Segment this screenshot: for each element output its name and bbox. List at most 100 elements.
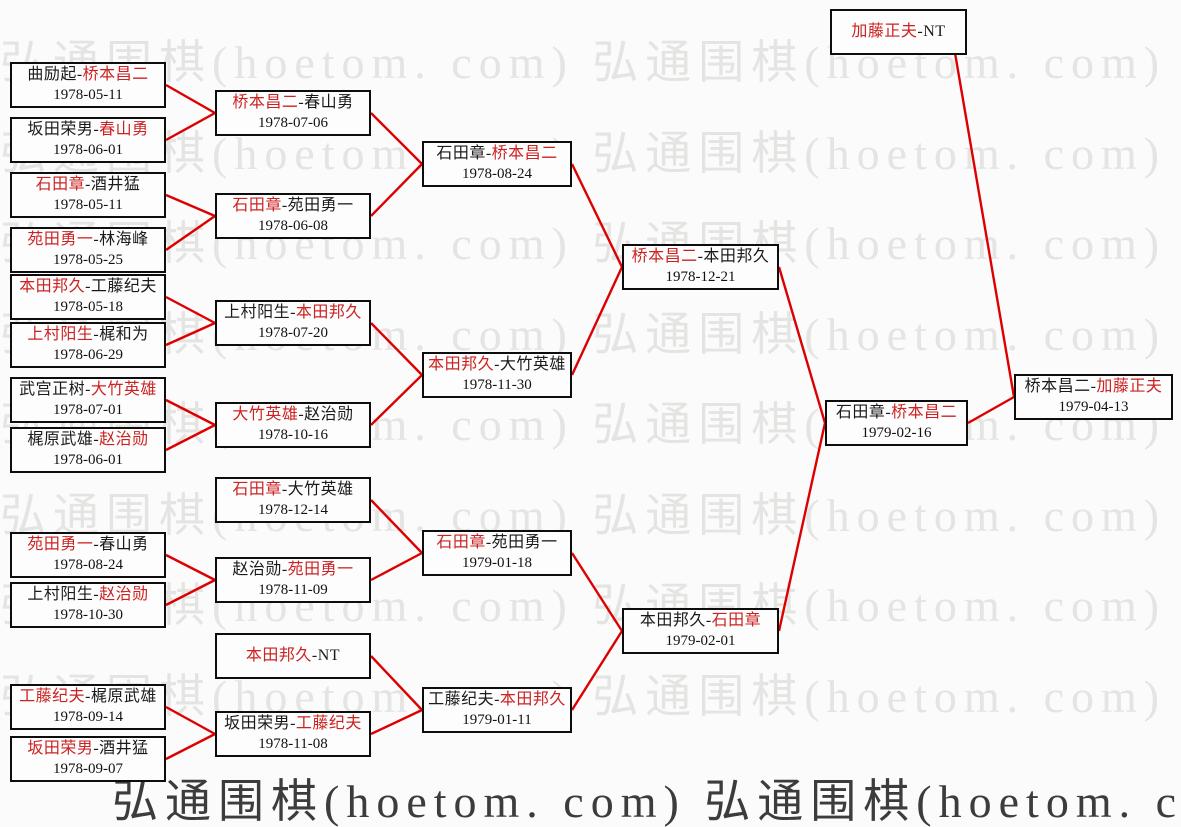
player-2: 春山勇 xyxy=(99,535,149,553)
player-1: 苑田勇一 xyxy=(27,230,94,248)
connector-line xyxy=(370,374,423,426)
match-date: 1979-04-13 xyxy=(1058,398,1129,415)
match-players: 本田邦久-工藤纪夫 xyxy=(12,277,164,298)
player-2: 春山勇 xyxy=(304,93,354,111)
player-1: 石田章 xyxy=(232,196,282,214)
match-date: 1978-11-09 xyxy=(258,581,328,598)
match-players: 本田邦久-石田章 xyxy=(624,611,777,632)
match-date: 1978-06-01 xyxy=(53,141,123,158)
connector-line xyxy=(165,83,216,115)
vs-dash: - xyxy=(85,380,91,398)
watermark-row: 弘通围棋(hoetom. com) 弘通围棋(hoetom. com) xyxy=(0,399,1167,450)
match-date: 1979-02-01 xyxy=(665,632,736,649)
vs-dash: - xyxy=(93,535,100,553)
player-1: 加藤正夫 xyxy=(851,22,918,40)
player-1: 石田章 xyxy=(436,533,486,551)
match-box-c1: 本田邦久-大竹英雄 1978-11-30 xyxy=(422,352,572,398)
player-2: 工藤纪夫 xyxy=(295,714,362,732)
match-date: 1978-07-20 xyxy=(258,324,328,341)
match-date: 1979-01-11 xyxy=(462,711,532,728)
connector-line xyxy=(370,163,423,217)
match-date: 1978-09-07 xyxy=(53,760,123,777)
match-players: 赵治勋-苑田勇一 xyxy=(217,560,369,581)
player-1: 桥本昌二 xyxy=(232,93,299,111)
vs-dash: - xyxy=(494,355,500,373)
connector-line xyxy=(165,398,216,427)
player-1: 工藤纪夫 xyxy=(428,690,495,708)
player-1: 大竹英雄 xyxy=(232,405,299,423)
player-2: 本田邦久 xyxy=(295,303,362,321)
match-box-m8: 苑田勇一-春山勇 1978-08-24 xyxy=(10,532,166,578)
match-box-m9: 上村阳生-赵治勋 1978-10-30 xyxy=(10,582,166,628)
vs-dash: - xyxy=(1090,377,1097,395)
match-box-b4: 石田章-大竹英雄 1978-12-14 xyxy=(215,477,371,523)
player-1: 工藤纪夫 xyxy=(19,687,86,705)
connector-line xyxy=(165,578,216,607)
player-2: 桥本昌二 xyxy=(891,403,958,421)
match-box-d0: 桥本昌二-本田邦久 1978-12-21 xyxy=(622,244,779,290)
connector-line xyxy=(370,112,423,165)
match-players: 武宫正树-大竹英雄 xyxy=(12,380,164,401)
player-2: 苑田勇一 xyxy=(287,196,354,214)
vs-dash: - xyxy=(885,403,892,421)
match-players: 加藤正夫-NT xyxy=(832,22,965,43)
vs-dash: - xyxy=(311,646,318,664)
match-players: 上村阳生-赵治勋 xyxy=(12,585,164,606)
connector-line xyxy=(165,553,216,582)
player-2: 酒井猛 xyxy=(90,175,141,193)
vs-dash: - xyxy=(494,690,500,708)
player-2: 苑田勇一 xyxy=(491,533,558,551)
vs-dash: - xyxy=(93,739,100,757)
connector-line xyxy=(370,499,423,554)
player-2: 加藤正夫 xyxy=(1096,377,1163,395)
player-1: 上村阳生 xyxy=(27,325,94,343)
match-date: 1978-05-11 xyxy=(53,196,123,213)
match-players: 坂田荣男-酒井猛 xyxy=(12,739,164,760)
vs-dash: - xyxy=(85,277,91,295)
match-players: 石田章-桥本昌二 xyxy=(827,403,966,424)
player-2: 本田邦久 xyxy=(499,690,566,708)
player-1: 坂田荣男 xyxy=(27,739,94,757)
connector-line xyxy=(953,52,1016,398)
match-box-c3: 工藤纪夫-本田邦久 1979-01-11 xyxy=(422,687,572,733)
match-players: 石田章-苑田勇一 xyxy=(424,533,570,554)
player-1: 武宫正树 xyxy=(19,380,86,398)
match-players: 本田邦久-NT xyxy=(217,646,369,667)
match-box-b0: 桥本昌二-春山勇 1978-07-06 xyxy=(215,90,371,136)
player-2: 大竹英雄 xyxy=(287,480,354,498)
player-2: 赵治勋 xyxy=(99,585,149,603)
player-1: 坂田荣男 xyxy=(27,120,94,138)
match-date: 1979-01-18 xyxy=(462,554,532,571)
player-2: 苑田勇一 xyxy=(287,560,354,578)
connector-line xyxy=(370,708,423,736)
connector-line xyxy=(165,111,216,142)
vs-dash: - xyxy=(298,405,305,423)
match-box-m7: 梶原武雄-赵治勋 1978-06-01 xyxy=(10,427,166,473)
match-date: 1978-12-14 xyxy=(258,501,328,518)
vs-dash: - xyxy=(290,714,296,732)
player-2: 赵治勋 xyxy=(304,405,354,423)
player-2: 桥本昌二 xyxy=(491,144,558,162)
player-1: 本田邦久 xyxy=(639,611,706,629)
vs-dash: - xyxy=(705,611,712,629)
player-2: 大竹英雄 xyxy=(499,355,566,373)
match-date: 1978-10-30 xyxy=(53,606,123,623)
match-box-e0: 石田章-桥本昌二 1979-02-16 xyxy=(825,400,968,446)
match-players: 桥本昌二-春山勇 xyxy=(217,93,369,114)
connector-line xyxy=(370,322,423,376)
connector-line xyxy=(165,321,216,347)
match-players: 曲励起-桥本昌二 xyxy=(12,65,164,86)
player-1: 坂田荣男 xyxy=(224,714,291,732)
connector-line xyxy=(777,422,827,632)
player-2: 酒井猛 xyxy=(99,739,149,757)
vs-dash: - xyxy=(93,430,100,448)
player-1: 本田邦久 xyxy=(428,355,495,373)
player-1: 石田章 xyxy=(232,480,282,498)
match-date: 1978-11-30 xyxy=(462,376,532,393)
match-box-b7: 坂田荣男-工藤纪夫 1978-11-08 xyxy=(215,711,371,757)
match-players: 坂田荣男-春山勇 xyxy=(12,120,164,141)
player-2: 林海峰 xyxy=(99,230,149,248)
match-players: 上村阳生-本田邦久 xyxy=(217,303,369,324)
watermark-row: 弘通围棋(hoetom. com) 弘通围棋(hoetom. com) xyxy=(0,489,1167,541)
connector-line xyxy=(165,423,216,452)
